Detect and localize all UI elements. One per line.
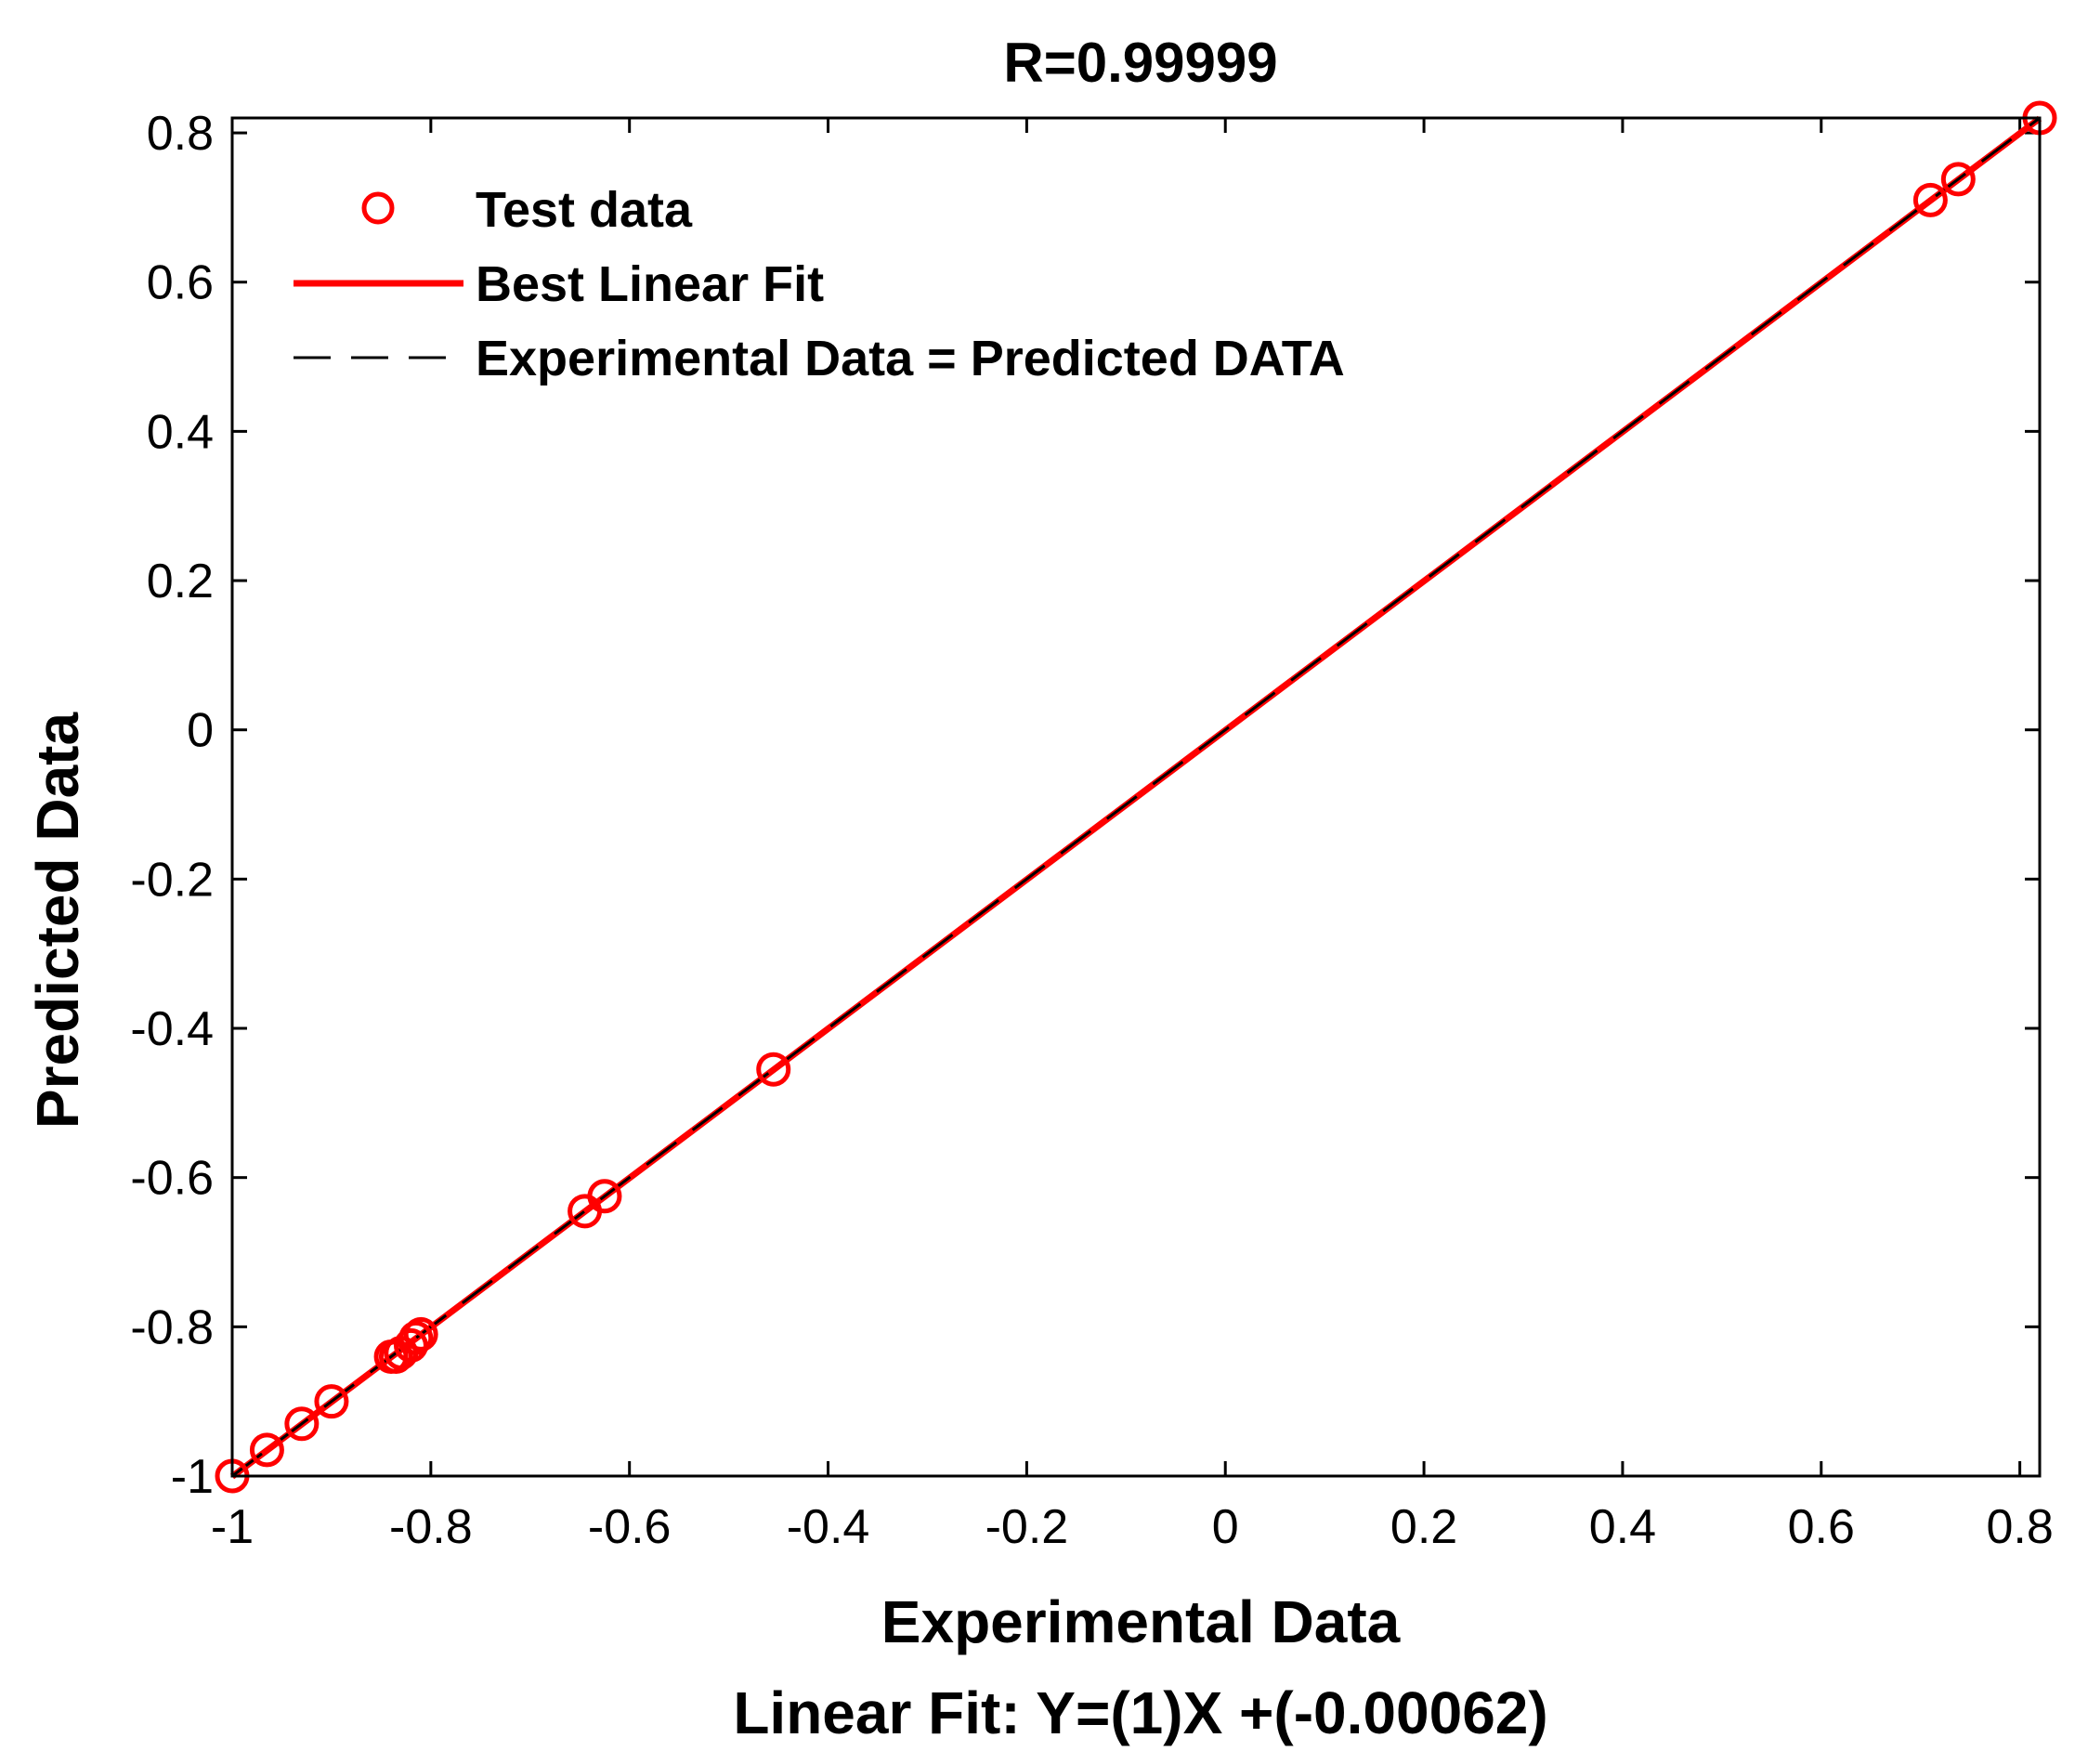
x-tick-label: 0.4 bbox=[1589, 1500, 1656, 1554]
y-tick-labels: -1 -0.8 -0.6 -0.4 -0.2 0 0.2 0.4 0.6 0.8 bbox=[130, 107, 214, 1504]
x-tick-label: -0.4 bbox=[787, 1500, 870, 1554]
plot-lines bbox=[229, 115, 2042, 1480]
legend-identity-line-label: Experimental Data = Predicted DATA bbox=[476, 331, 1345, 386]
y-tick-label: -0.6 bbox=[130, 1152, 214, 1206]
y-tick-label: -0.2 bbox=[130, 853, 214, 907]
test-data-point bbox=[403, 1316, 438, 1352]
x-tick-label: -0.6 bbox=[588, 1500, 672, 1554]
linear-fit-equation: Linear Fit: Y=(1)X +(-0.00062) bbox=[733, 1679, 1547, 1746]
test-data-point bbox=[284, 1406, 320, 1442]
test-data-point bbox=[398, 1320, 434, 1355]
x-tick-labels: -1 -0.8 -0.6 -0.4 -0.2 0 0.2 0.4 0.6 0.8 bbox=[211, 1500, 2054, 1554]
test-data-point bbox=[393, 1327, 428, 1363]
y-tick-label: -0.4 bbox=[130, 1002, 214, 1056]
y-tick-label: -0.8 bbox=[130, 1300, 214, 1354]
y-tick-label: 0.6 bbox=[147, 256, 214, 310]
y-tick-label: 0.8 bbox=[147, 107, 214, 161]
y-axis-title: Predicted Data bbox=[24, 712, 91, 1130]
test-data-point bbox=[1940, 162, 1976, 197]
y-tick-label: 0 bbox=[187, 704, 214, 758]
x-tick-label: 0.8 bbox=[1986, 1500, 2053, 1554]
x-tick-label: -1 bbox=[211, 1500, 254, 1554]
test-data-point bbox=[1912, 182, 1948, 217]
y-tick-label: 0.2 bbox=[147, 555, 214, 608]
plot-points bbox=[215, 100, 2057, 1494]
test-data-point bbox=[756, 1052, 791, 1087]
y-tick-label: -1 bbox=[171, 1450, 214, 1504]
chart-title: R=0.99999 bbox=[1003, 32, 1277, 94]
x-tick-label: 0 bbox=[1212, 1500, 1239, 1554]
test-data-point bbox=[587, 1179, 622, 1214]
test-data-point bbox=[314, 1384, 349, 1419]
legend-test-data-marker bbox=[361, 191, 395, 225]
legend-best-linear-fit-label: Best Linear Fit bbox=[476, 256, 824, 312]
x-axis-title: Experimental Data bbox=[881, 1588, 1401, 1655]
x-tick-label: -0.8 bbox=[389, 1500, 473, 1554]
y-tick-label: 0.4 bbox=[147, 405, 214, 459]
x-tick-label: -0.2 bbox=[985, 1500, 1069, 1554]
identity-line bbox=[231, 116, 2041, 1478]
plot-area-frame bbox=[230, 116, 2042, 1478]
legend-test-data-label: Test data bbox=[476, 182, 693, 238]
test-data-point bbox=[249, 1432, 284, 1468]
x-tick-label: 0.2 bbox=[1390, 1500, 1457, 1554]
legend: Test data Best Linear Fit Experimental D… bbox=[294, 182, 1345, 386]
x-tick-label: 0.6 bbox=[1788, 1500, 1855, 1554]
